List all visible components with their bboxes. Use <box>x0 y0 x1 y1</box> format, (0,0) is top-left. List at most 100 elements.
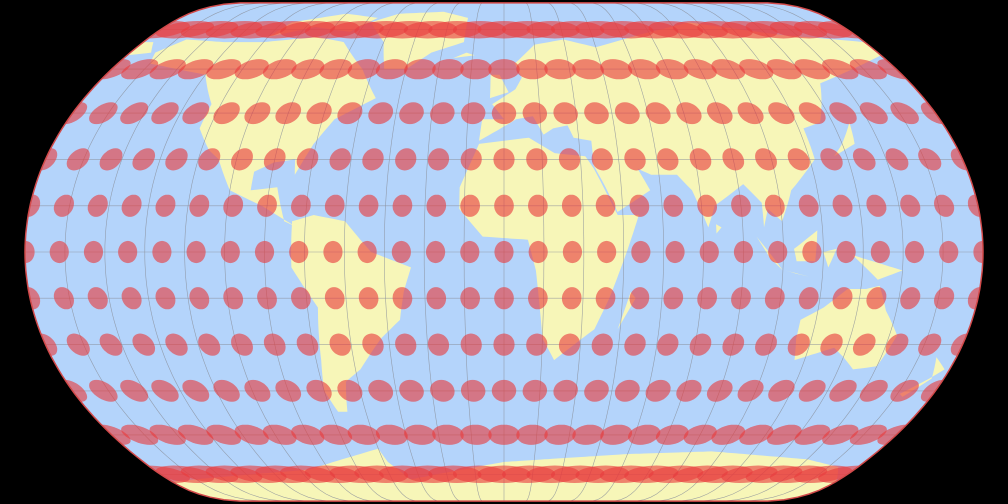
indicatrix <box>120 379 149 402</box>
indicatrix <box>798 287 819 310</box>
indicatrix <box>731 287 751 310</box>
indicatrix <box>624 148 646 171</box>
indicatrix <box>149 59 186 80</box>
indicatrix <box>768 102 795 125</box>
indicatrix <box>655 59 689 80</box>
indicatrix <box>766 424 802 445</box>
indicatrix <box>494 240 514 264</box>
indicatrix <box>87 194 108 217</box>
indicatrix <box>291 287 311 310</box>
indicatrix <box>149 424 186 445</box>
indicatrix <box>275 379 302 402</box>
indicatrix <box>460 287 480 310</box>
indicatrix <box>262 59 297 80</box>
indicatrix <box>324 287 345 310</box>
indicatrix <box>683 424 717 445</box>
indicatrix <box>337 379 363 402</box>
indicatrix <box>822 59 859 80</box>
indicatrix <box>722 148 745 171</box>
indicatrix <box>768 379 795 402</box>
indicatrix <box>657 333 679 356</box>
indicatrix <box>663 287 684 310</box>
indicatrix <box>362 148 384 171</box>
indicatrix <box>516 59 548 80</box>
indicatrix <box>257 287 277 310</box>
indicatrix <box>189 194 210 217</box>
indicatrix <box>494 287 514 310</box>
indicatrix <box>918 148 942 171</box>
indicatrix <box>220 240 240 264</box>
indicatrix <box>614 102 640 125</box>
indicatrix <box>755 333 777 356</box>
indicatrix <box>263 333 286 356</box>
indicatrix <box>768 240 788 264</box>
indicatrix <box>711 59 746 80</box>
indicatrix <box>905 240 925 264</box>
indicatrix <box>99 333 123 356</box>
indicatrix <box>395 333 417 356</box>
indicatrix <box>399 379 424 402</box>
indicatrix <box>859 102 888 125</box>
indicatrix <box>257 194 277 217</box>
indicatrix <box>885 333 909 356</box>
landmass <box>823 248 837 268</box>
indicatrix <box>558 148 581 171</box>
indicatrix <box>324 194 345 217</box>
indicatrix <box>375 424 408 445</box>
indicatrix <box>151 102 179 125</box>
indicatrix <box>739 59 774 80</box>
indicatrix <box>663 194 684 217</box>
indicatrix <box>49 240 69 264</box>
indicatrix <box>213 102 240 125</box>
indicatrix <box>528 287 548 310</box>
indicatrix <box>392 194 413 217</box>
indicatrix <box>66 148 90 171</box>
indicatrix <box>461 379 486 402</box>
indicatrix <box>460 424 492 445</box>
indicatrix <box>676 102 702 125</box>
indicatrix <box>595 287 616 310</box>
indicatrix <box>491 102 517 125</box>
indicatrix <box>657 148 679 171</box>
indicatrix <box>766 59 802 80</box>
indicatrix <box>460 240 480 264</box>
indicatrix <box>934 194 955 217</box>
indicatrix <box>118 240 138 264</box>
indicatrix <box>491 379 517 402</box>
indicatrix <box>553 102 578 125</box>
landmass <box>453 52 475 58</box>
indicatrix <box>165 333 188 356</box>
indicatrix <box>631 240 651 264</box>
indicatrix <box>859 379 888 402</box>
landmass <box>127 42 154 56</box>
indicatrix <box>697 194 717 217</box>
indicatrix <box>832 287 853 310</box>
indicatrix <box>706 379 733 402</box>
indicatrix <box>493 148 515 171</box>
indicatrix <box>391 240 411 264</box>
indicatrix <box>849 424 887 445</box>
indicatrix <box>427 333 450 356</box>
indicatrix <box>461 102 486 125</box>
indicatrix <box>522 379 547 402</box>
indicatrix <box>357 240 377 264</box>
indicatrix <box>870 240 890 264</box>
indicatrix <box>755 148 777 171</box>
indicatrix <box>731 194 751 217</box>
indicatrix <box>198 333 221 356</box>
indicatrix <box>395 148 417 171</box>
indicatrix <box>323 240 343 264</box>
indicatrix <box>584 379 609 402</box>
indicatrix <box>553 379 578 402</box>
indicatrix <box>223 194 244 217</box>
indicatrix <box>822 424 859 445</box>
indicatrix <box>291 59 325 80</box>
indicatrix <box>711 424 746 445</box>
indicatrix <box>66 333 90 356</box>
indicatrix <box>89 379 118 402</box>
indicatrix <box>820 333 843 356</box>
indicatrix <box>544 59 576 80</box>
indicatrix <box>53 287 74 310</box>
indicatrix <box>614 379 640 402</box>
